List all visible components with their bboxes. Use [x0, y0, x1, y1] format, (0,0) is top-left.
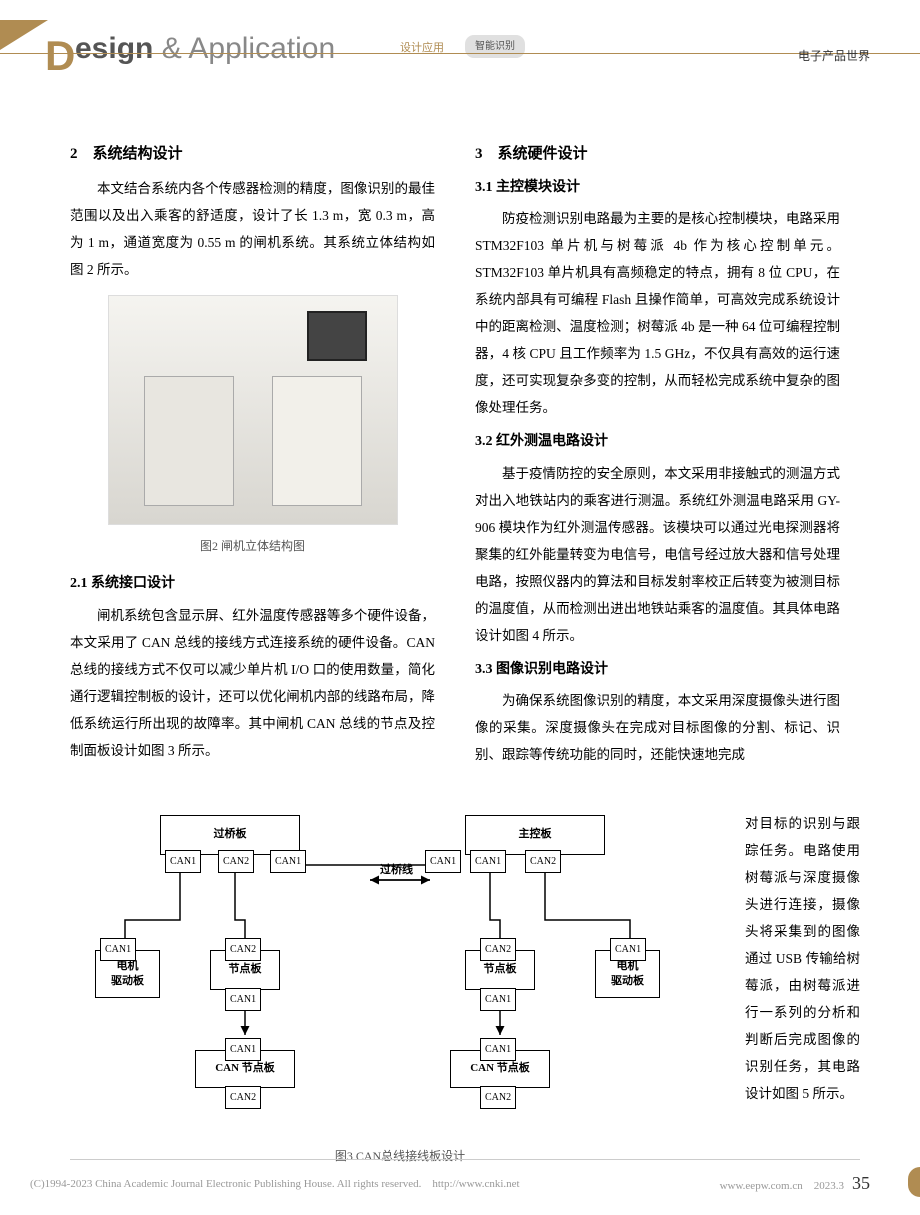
diagram-port-can1: CAN1 — [225, 988, 261, 1011]
diagram-port-can1: CAN1 — [425, 850, 461, 873]
footer-right: www.eepw.com.cn 2023.3 35 — [720, 1172, 870, 1195]
diagram-port-can1: CAN1 — [480, 988, 516, 1011]
figure-3-caption: 图3 CAN总线接线板设计 — [70, 1145, 730, 1168]
header-corner-label: 电子产品世界 — [798, 45, 870, 68]
section-3-2-heading: 3.2 红外测温电路设计 — [475, 429, 840, 456]
diagram-port-can1: CAN1 — [610, 938, 646, 961]
section-2-1-heading: 2.1 系统接口设计 — [70, 571, 435, 598]
diagram-port-can2: CAN2 — [218, 850, 254, 873]
section-3-3-heading: 3.3 图像识别电路设计 — [475, 657, 840, 684]
section-2-heading: 2 系统结构设计 — [70, 140, 435, 169]
header-rule — [0, 53, 920, 54]
section-2-paragraph: 本文结合系统内各个传感器检测的精度，图像识别的最佳范围以及出入乘客的舒适度，设计… — [70, 175, 435, 283]
page-header: D esign & Application 设计应用 智能识别 — [0, 20, 920, 70]
section-3-3-paragraph: 为确保系统图像识别的精度，本文采用深度摄像头进行图像的采集。深度摄像头在完成对目… — [475, 687, 840, 768]
diagram-port-can1: CAN1 — [270, 850, 306, 873]
figure-3-diagram: 过桥板 CAN1 CAN2 CAN1 主控板 CAN1 CAN2 CAN1 过桥… — [70, 810, 730, 1150]
figure-2-image — [108, 295, 398, 525]
diagram-port-can1: CAN1 — [470, 850, 506, 873]
header-d-letter: D — [45, 16, 74, 96]
figure-2-caption: 图2 闸机立体结构图 — [70, 535, 435, 558]
diagram-port-can1: CAN1 — [225, 1038, 261, 1061]
left-column: 2 系统结构设计 本文结合系统内各个传感器检测的精度，图像识别的最佳范围以及出入… — [70, 140, 435, 764]
gate-screen-shape — [307, 311, 367, 361]
right-column: 3 系统硬件设计 3.1 主控模块设计 防疫检测识别电路最为主要的是核心控制模块… — [475, 140, 840, 768]
right-column-continued: 对目标的识别与跟踪任务。电路使用树莓派与深度摄像头进行连接，摄像头将采集到的图像… — [745, 810, 860, 1107]
diagram-box-main-board: 主控板 — [465, 815, 605, 855]
diagram-port-can1: CAN1 — [100, 938, 136, 961]
footer-copyright: (C)1994-2023 China Academic Journal Elec… — [30, 1174, 520, 1195]
gate-left-shape — [144, 376, 234, 506]
diagram-bridge-label: 过桥线 — [380, 860, 413, 881]
edge-tab-icon — [908, 1167, 920, 1197]
footer-rule — [70, 1159, 860, 1160]
diagram-port-can2: CAN2 — [480, 938, 516, 961]
header-application: Application — [188, 32, 335, 65]
diagram-port-can2: CAN2 — [225, 1086, 261, 1109]
header-amp: & — [153, 32, 188, 65]
diagram-port-can2: CAN2 — [480, 1086, 516, 1109]
footer-url: www.eepw.com.cn — [720, 1180, 803, 1192]
section-3-2-paragraph: 基于疫情防控的安全原则，本文采用非接触式的测温方式对出入地铁站内的乘客进行测温。… — [475, 460, 840, 649]
diagram-port-can2: CAN2 — [225, 938, 261, 961]
diagram-port-can2: CAN2 — [525, 850, 561, 873]
diagram-port-can1: CAN1 — [165, 850, 201, 873]
header-title: esign & Application — [75, 20, 335, 77]
header-sub-label: 设计应用 — [400, 38, 444, 59]
footer-page-number: 35 — [852, 1173, 870, 1193]
diagram-box-bridge-board: 过桥板 — [160, 815, 300, 855]
gate-right-shape — [272, 376, 362, 506]
section-3-heading: 3 系统硬件设计 — [475, 140, 840, 169]
header-title-rest: esign — [75, 32, 153, 65]
diagram-port-can1: CAN1 — [480, 1038, 516, 1061]
footer-date: 2023.3 — [814, 1180, 844, 1192]
accent-triangle — [0, 20, 48, 50]
section-3-1-paragraph: 防疫检测识别电路最为主要的是核心控制模块，电路采用 STM32F103 单片机与… — [475, 205, 840, 421]
section-2-1-paragraph: 闸机系统包含显示屏、红外温度传感器等多个硬件设备，本文采用了 CAN 总线的接线… — [70, 602, 435, 764]
section-3-3-paragraph-cont: 对目标的识别与跟踪任务。电路使用树莓派与深度摄像头进行连接，摄像头将采集到的图像… — [745, 810, 860, 1107]
header-chip: 智能识别 — [465, 35, 525, 58]
section-3-1-heading: 3.1 主控模块设计 — [475, 175, 840, 202]
